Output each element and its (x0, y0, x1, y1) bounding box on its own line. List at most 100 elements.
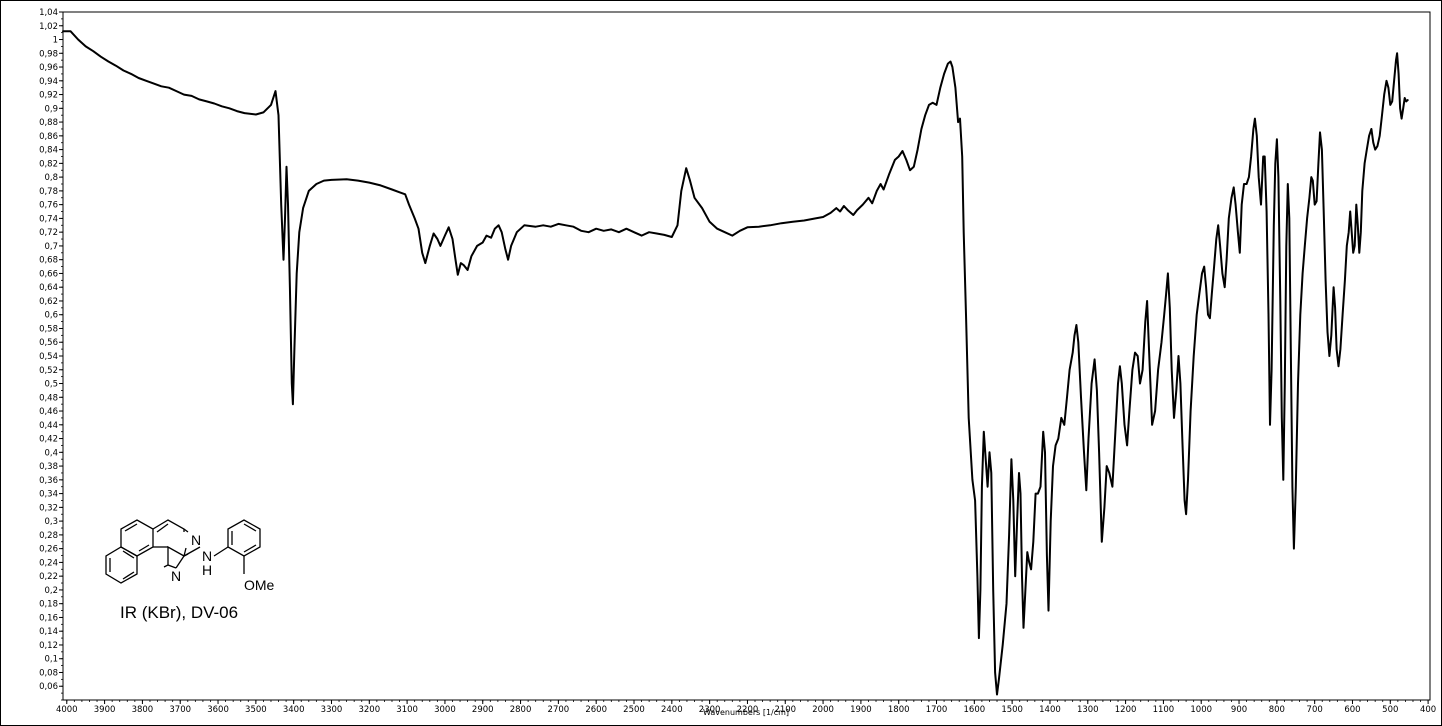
y-tick-label: 0,86 (39, 132, 58, 142)
y-tick-label: 0,26 (39, 545, 58, 555)
y-tick-label: 1 (53, 36, 58, 46)
x-axis-title: Wavenumbers [1/cm] (703, 708, 789, 717)
x-tick-label: 800 (1269, 705, 1285, 715)
x-tick-label: 3300 (321, 705, 343, 715)
x-axis: 4000 3900 3800 3700 3600 3500 3400 3300 3200 3100… (56, 700, 1436, 715)
y-tick-label: 0,1 (44, 655, 58, 665)
y-tick-label: 0,8 (44, 173, 58, 183)
x-tick-label: 1400 (1039, 705, 1061, 715)
atom-label-n2: N (171, 568, 181, 584)
y-tick-label: 0,72 (39, 228, 58, 238)
y-tick-label: 0,62 (39, 297, 58, 307)
y-tick-label: 0,6 (44, 311, 58, 321)
series-line-spectrum (62, 30, 1409, 696)
x-tick-label: 1700 (926, 705, 948, 715)
y-tick-label: 0,16 (39, 613, 58, 623)
y-tick-label: 0,42 (39, 435, 58, 445)
x-tick-label: 2400 (661, 705, 683, 715)
y-tick-label: 0,34 (39, 490, 58, 500)
x-tick-label: 3200 (358, 705, 380, 715)
atom-label-nh-h: H (202, 562, 212, 578)
x-tick-label: 2600 (585, 705, 607, 715)
y-tick-label: 0,88 (39, 118, 58, 128)
y-tick-label: 0,44 (39, 421, 58, 431)
y-tick-label: 0,7 (44, 242, 58, 252)
x-tick-label: 3400 (283, 705, 305, 715)
y-tick-label: 0,68 (39, 256, 58, 266)
x-tick-label: 400 (1420, 705, 1436, 715)
y-tick-label: 0,96 (39, 63, 58, 73)
x-tick-label: 2200 (737, 705, 759, 715)
y-tick-label: 0,52 (39, 366, 58, 376)
y-tick-label: 0,32 (39, 503, 58, 513)
x-tick-label: 1000 (1190, 705, 1212, 715)
x-tick-label: 2900 (472, 705, 494, 715)
y-tick-label: 0,58 (39, 324, 58, 334)
x-tick-label: 3500 (245, 705, 267, 715)
x-tick-label: 2500 (623, 705, 645, 715)
y-tick-label: 0,24 (39, 558, 58, 568)
y-tick-label: 1,02 (39, 22, 58, 32)
x-tick-label: 700 (1307, 705, 1323, 715)
y-tick-label: 0,5 (44, 380, 58, 390)
y-tick-label: 0,4 (44, 448, 58, 458)
atom-label-n1: N (191, 532, 201, 548)
y-tick-label: 0,82 (39, 159, 58, 169)
x-tick-label: 4000 (56, 705, 78, 715)
x-tick-label: 3800 (132, 705, 154, 715)
x-tick-label: 1600 (964, 705, 986, 715)
atom-label-nh-n: N (202, 548, 212, 564)
y-tick-label: 0,48 (39, 393, 58, 403)
x-tick-label: 2000 (812, 705, 834, 715)
plot-area-border (62, 11, 1431, 701)
atom-label-ome: OMe (244, 577, 275, 593)
y-tick-label: 0,9 (44, 104, 58, 114)
y-tick-label: 0,74 (39, 214, 58, 224)
y-tick-label: 0,22 (39, 572, 58, 582)
y-tick-label: 0,14 (39, 627, 58, 637)
y-tick-label: 0,38 (39, 462, 58, 472)
x-tick-label: 2700 (548, 705, 570, 715)
y-tick-label: 0,36 (39, 476, 58, 486)
y-tick-label: 0,08 (39, 668, 58, 678)
y-tick-label: 0,56 (39, 338, 58, 348)
x-tick-label: 2300 (699, 705, 721, 715)
y-tick-label: 0,3 (44, 517, 58, 527)
y-tick-label: 0,84 (39, 146, 58, 156)
x-tick-label: 1900 (850, 705, 872, 715)
x-tick-label: 3700 (169, 705, 191, 715)
y-tick-label: 0,28 (39, 531, 58, 541)
chemical-structure (105, 519, 261, 584)
y-tick-label: 1,04 (39, 8, 58, 18)
y-tick-label: 0,94 (39, 77, 58, 87)
y-tick-label: 0,18 (39, 600, 58, 610)
x-tick-label: 1200 (1115, 705, 1137, 715)
x-tick-label: 3100 (396, 705, 418, 715)
x-tick-label: 500 (1382, 705, 1398, 715)
y-tick-label: 0,92 (39, 91, 58, 101)
y-tick-label: 0,76 (39, 201, 58, 211)
x-tick-label: 900 (1231, 705, 1247, 715)
x-tick-label: 2800 (510, 705, 532, 715)
y-tick-label: 0,06 (39, 682, 58, 692)
x-tick-label: 3000 (434, 705, 456, 715)
y-tick-label: 0,46 (39, 407, 58, 417)
y-tick-label: 0,12 (39, 641, 58, 651)
y-tick-label: 0,2 (44, 586, 58, 596)
x-tick-label: 1800 (888, 705, 910, 715)
y-axis: 1,04 1,02 1 0,98 0,96 0,94 0,92 0,9 0,88 0,86 0,84… (39, 8, 63, 701)
y-tick-label: 0,66 (39, 269, 58, 279)
y-tick-label: 0,78 (39, 187, 58, 197)
x-tick-label: 1100 (1153, 705, 1175, 715)
x-tick-label: 2100 (774, 705, 796, 715)
y-tick-label: 0,64 (39, 283, 58, 293)
y-tick-label: 0,98 (39, 49, 58, 59)
x-tick-label: 600 (1344, 705, 1360, 715)
figure-caption: IR (KBr), DV-06 (120, 603, 238, 622)
x-tick-label: 1300 (1077, 705, 1099, 715)
y-tick-label: 0,54 (39, 352, 58, 362)
x-tick-label: 1500 (1001, 705, 1023, 715)
x-tick-label: 3900 (94, 705, 116, 715)
